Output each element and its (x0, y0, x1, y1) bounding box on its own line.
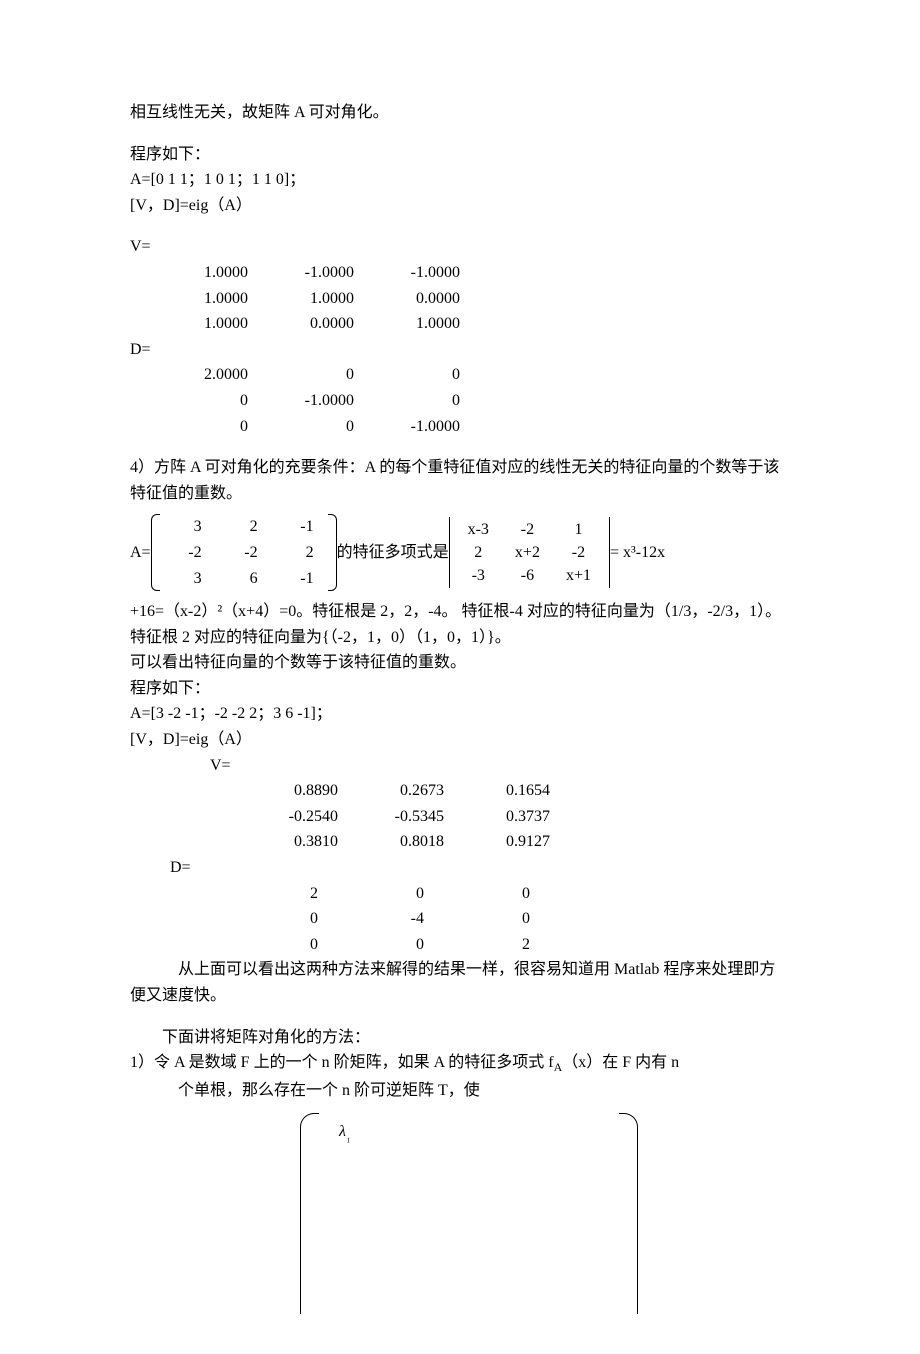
code-line: [V，D]=eig（A） (130, 727, 790, 753)
paragraph-text: 程序如下： (130, 676, 790, 702)
matrix-d2: 200 0-40 002 (230, 881, 548, 958)
method-1-cont: 个单根，那么存在一个 n 阶可逆矩阵 T，使 (130, 1078, 790, 1104)
matrix-label-d2: D= (170, 855, 790, 881)
paragraph-text: 程序如下： (130, 142, 790, 168)
paragraph-text: 特征根 2 对应的特征向量为{（-2，1，0）（1，0，1）}。 (130, 625, 790, 651)
paragraph-text: +16=（x-2）²（x+4）=0。特征根是 2，2，-4。 特征根-4 对应的… (130, 599, 790, 625)
matrix-label-v: V= (130, 234, 790, 260)
matrix-label-v2: V= (210, 753, 790, 779)
matrix-a2: 32-1 -2-22 36-1 (151, 514, 337, 591)
determinant: x-3-21 2x+2-2 -3-6x+1 (449, 517, 610, 589)
section-4-text: 4）方阵 A 可对角化的充要条件：A 的每个重特征值对应的线性无关的特征向量的个… (130, 455, 790, 506)
code-line: A=[3 -2 -1；-2 -2 2；3 6 -1]； (130, 701, 790, 727)
methods-heading: 下面讲将矩阵对角化的方法： (130, 1025, 790, 1051)
paragraph-text: 可以看出特征向量的个数等于该特征值的重数。 (130, 650, 790, 676)
a-equals: A= (130, 540, 151, 566)
mid-text: 的特征多项式是 (337, 540, 449, 566)
large-diagonal-matrix: λ₁ (300, 1113, 790, 1314)
matrix-equation-row: A= 32-1 -2-22 36-1 的特征多项式是 x-3-21 2x+2-2… (130, 514, 790, 591)
code-line: A=[0 1 1；1 0 1；1 1 0]； (130, 167, 790, 193)
matrix-v: 1.0000-1.0000-1.0000 1.00001.00000.0000 … (160, 260, 478, 337)
code-line: [V，D]=eig（A） (130, 193, 790, 219)
method-1-text: 1）令 A 是数域 F 上的一个 n 阶矩阵，如果 A 的特征多项式 fA（x）… (130, 1050, 790, 1077)
conclusion-text: 从上面可以看出这两种方法来解得的结果一样，很容易知道用 Matlab 程序来处理… (130, 957, 790, 1008)
paragraph-text: 相互线性无关，故矩阵 A 可对角化。 (130, 100, 790, 126)
equation-tail: = x³-12x (610, 540, 665, 566)
matrix-v2: 0.88900.26730.1654 -0.2540-0.53450.3737 … (250, 778, 568, 855)
matrix-label-d: D= (130, 337, 790, 363)
matrix-d: 2.000000 0-1.00000 00-1.0000 (160, 362, 478, 439)
